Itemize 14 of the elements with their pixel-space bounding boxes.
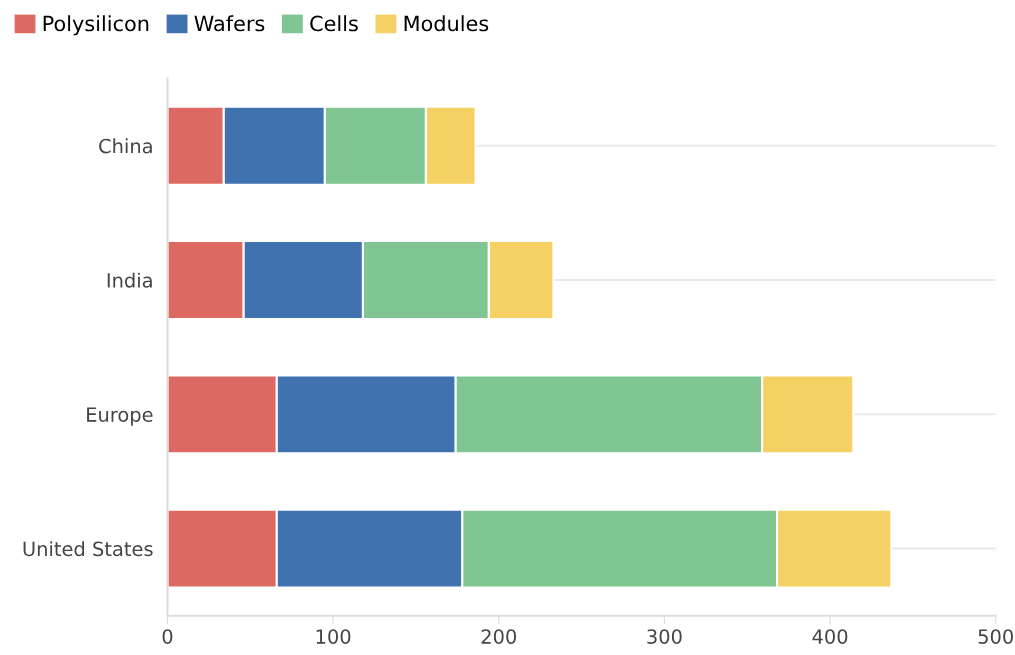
y-tick-label: China	[99, 138, 152, 154]
y-tick-label: United States	[23, 541, 153, 557]
legend-label: Modules	[404, 15, 489, 32]
x-tick-label: 400	[812, 629, 848, 644]
x-tick-label: 500	[978, 629, 1013, 644]
x-tick-label: 300	[647, 629, 682, 644]
legend-label: Cells	[310, 15, 358, 32]
y-tick-label: India	[107, 272, 152, 288]
legend-label: Wafers	[194, 15, 265, 32]
legend-label: Polysilicon	[43, 15, 149, 36]
x-tick-label: 0	[162, 629, 173, 644]
x-tick-label: 100	[316, 629, 351, 644]
y-tick-label: Europe	[87, 407, 153, 426]
x-tick-label: 200	[481, 629, 517, 644]
